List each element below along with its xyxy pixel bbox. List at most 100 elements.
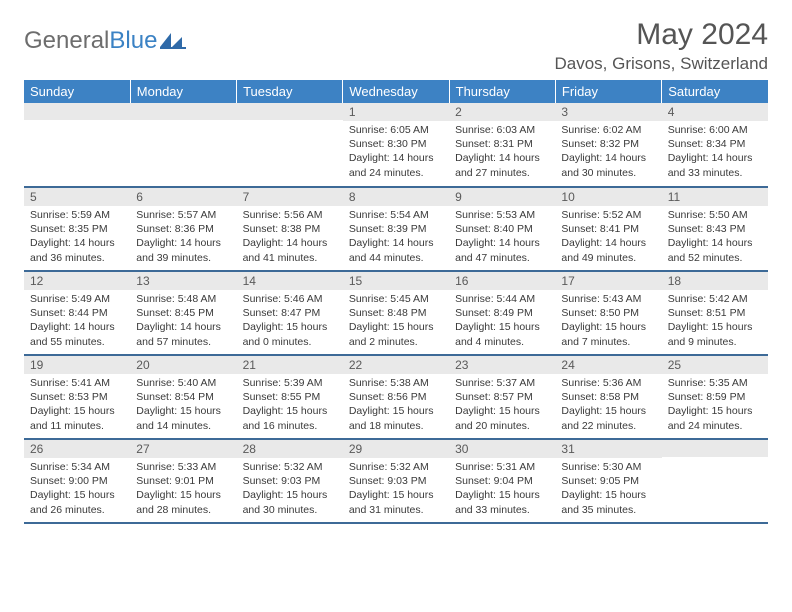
sunset-line: Sunset: 9:03 PM [349, 474, 443, 488]
day-details: Sunrise: 5:40 AMSunset: 8:54 PMDaylight:… [130, 374, 236, 437]
weekday-header: Wednesday [343, 80, 449, 103]
day-details: Sunrise: 6:03 AMSunset: 8:31 PMDaylight:… [449, 121, 555, 184]
daylight-line: Daylight: 14 hours and 55 minutes. [30, 320, 124, 348]
calendar-week: 1Sunrise: 6:05 AMSunset: 8:30 PMDaylight… [24, 103, 768, 187]
sunset-line: Sunset: 8:53 PM [30, 390, 124, 404]
calendar-day: 31Sunrise: 5:30 AMSunset: 9:05 PMDayligh… [555, 439, 661, 523]
daylight-line: Daylight: 14 hours and 39 minutes. [136, 236, 230, 264]
sunset-line: Sunset: 8:41 PM [561, 222, 655, 236]
day-number: 3 [555, 103, 661, 121]
day-details: Sunrise: 5:49 AMSunset: 8:44 PMDaylight:… [24, 290, 130, 353]
day-number: 2 [449, 103, 555, 121]
daylight-line: Daylight: 14 hours and 47 minutes. [455, 236, 549, 264]
calendar-page: GeneralBlue May 2024 Davos, Grisons, Swi… [0, 0, 792, 536]
sunrise-line: Sunrise: 6:02 AM [561, 123, 655, 137]
sunrise-line: Sunrise: 6:00 AM [668, 123, 762, 137]
sunrise-line: Sunrise: 5:44 AM [455, 292, 549, 306]
sunrise-line: Sunrise: 5:31 AM [455, 460, 549, 474]
day-number: 9 [449, 188, 555, 206]
calendar-day [662, 439, 768, 523]
sunset-line: Sunset: 9:01 PM [136, 474, 230, 488]
sunrise-line: Sunrise: 6:03 AM [455, 123, 549, 137]
daylight-line: Daylight: 15 hours and 11 minutes. [30, 404, 124, 432]
day-number: 11 [662, 188, 768, 206]
day-number: 28 [237, 440, 343, 458]
day-details: Sunrise: 5:59 AMSunset: 8:35 PMDaylight:… [24, 206, 130, 269]
day-details: Sunrise: 5:32 AMSunset: 9:03 PMDaylight:… [237, 458, 343, 521]
day-number: 4 [662, 103, 768, 121]
calendar-day: 29Sunrise: 5:32 AMSunset: 9:03 PMDayligh… [343, 439, 449, 523]
sunset-line: Sunset: 9:03 PM [243, 474, 337, 488]
calendar-day: 21Sunrise: 5:39 AMSunset: 8:55 PMDayligh… [237, 355, 343, 439]
day-number: 17 [555, 272, 661, 290]
day-details: Sunrise: 5:36 AMSunset: 8:58 PMDaylight:… [555, 374, 661, 437]
calendar-day: 13Sunrise: 5:48 AMSunset: 8:45 PMDayligh… [130, 271, 236, 355]
day-number-empty [662, 440, 768, 457]
day-number: 7 [237, 188, 343, 206]
sunset-line: Sunset: 8:30 PM [349, 137, 443, 151]
sunset-line: Sunset: 8:47 PM [243, 306, 337, 320]
calendar-day: 6Sunrise: 5:57 AMSunset: 8:36 PMDaylight… [130, 187, 236, 271]
calendar-table: SundayMondayTuesdayWednesdayThursdayFrid… [24, 80, 768, 524]
day-details: Sunrise: 5:42 AMSunset: 8:51 PMDaylight:… [662, 290, 768, 353]
day-number: 21 [237, 356, 343, 374]
calendar-day: 1Sunrise: 6:05 AMSunset: 8:30 PMDaylight… [343, 103, 449, 187]
daylight-line: Daylight: 15 hours and 18 minutes. [349, 404, 443, 432]
day-number: 24 [555, 356, 661, 374]
sunrise-line: Sunrise: 5:35 AM [668, 376, 762, 390]
daylight-line: Daylight: 15 hours and 33 minutes. [455, 488, 549, 516]
sunrise-line: Sunrise: 5:56 AM [243, 208, 337, 222]
calendar-week: 5Sunrise: 5:59 AMSunset: 8:35 PMDaylight… [24, 187, 768, 271]
sunset-line: Sunset: 8:44 PM [30, 306, 124, 320]
daylight-line: Daylight: 15 hours and 4 minutes. [455, 320, 549, 348]
weekday-header: Saturday [662, 80, 768, 103]
calendar-day: 2Sunrise: 6:03 AMSunset: 8:31 PMDaylight… [449, 103, 555, 187]
calendar-day: 25Sunrise: 5:35 AMSunset: 8:59 PMDayligh… [662, 355, 768, 439]
sunset-line: Sunset: 8:43 PM [668, 222, 762, 236]
sunset-line: Sunset: 9:04 PM [455, 474, 549, 488]
calendar-week: 26Sunrise: 5:34 AMSunset: 9:00 PMDayligh… [24, 439, 768, 523]
brand-part1: General [24, 27, 109, 55]
weekday-header: Tuesday [237, 80, 343, 103]
sail-icon [160, 28, 186, 56]
calendar-day: 18Sunrise: 5:42 AMSunset: 8:51 PMDayligh… [662, 271, 768, 355]
day-details: Sunrise: 5:41 AMSunset: 8:53 PMDaylight:… [24, 374, 130, 437]
sunset-line: Sunset: 9:05 PM [561, 474, 655, 488]
day-details: Sunrise: 5:46 AMSunset: 8:47 PMDaylight:… [237, 290, 343, 353]
day-details: Sunrise: 5:30 AMSunset: 9:05 PMDaylight:… [555, 458, 661, 521]
sunset-line: Sunset: 8:49 PM [455, 306, 549, 320]
sunset-line: Sunset: 8:58 PM [561, 390, 655, 404]
day-number: 14 [237, 272, 343, 290]
day-number: 5 [24, 188, 130, 206]
daylight-line: Daylight: 15 hours and 30 minutes. [243, 488, 337, 516]
day-number: 15 [343, 272, 449, 290]
calendar-day: 27Sunrise: 5:33 AMSunset: 9:01 PMDayligh… [130, 439, 236, 523]
weekday-header: Friday [555, 80, 661, 103]
daylight-line: Daylight: 15 hours and 22 minutes. [561, 404, 655, 432]
calendar-week: 19Sunrise: 5:41 AMSunset: 8:53 PMDayligh… [24, 355, 768, 439]
day-number: 18 [662, 272, 768, 290]
weekday-header: Thursday [449, 80, 555, 103]
day-number: 25 [662, 356, 768, 374]
day-details: Sunrise: 5:34 AMSunset: 9:00 PMDaylight:… [24, 458, 130, 521]
sunset-line: Sunset: 8:57 PM [455, 390, 549, 404]
sunset-line: Sunset: 8:50 PM [561, 306, 655, 320]
location: Davos, Grisons, Switzerland [554, 54, 768, 74]
daylight-line: Daylight: 15 hours and 2 minutes. [349, 320, 443, 348]
calendar-day: 16Sunrise: 5:44 AMSunset: 8:49 PMDayligh… [449, 271, 555, 355]
daylight-line: Daylight: 14 hours and 44 minutes. [349, 236, 443, 264]
brand-logo: GeneralBlue [24, 18, 186, 56]
calendar-day: 28Sunrise: 5:32 AMSunset: 9:03 PMDayligh… [237, 439, 343, 523]
daylight-line: Daylight: 15 hours and 24 minutes. [668, 404, 762, 432]
daylight-line: Daylight: 15 hours and 16 minutes. [243, 404, 337, 432]
day-details: Sunrise: 5:54 AMSunset: 8:39 PMDaylight:… [343, 206, 449, 269]
sunset-line: Sunset: 8:45 PM [136, 306, 230, 320]
daylight-line: Daylight: 15 hours and 7 minutes. [561, 320, 655, 348]
day-number: 20 [130, 356, 236, 374]
day-details: Sunrise: 6:02 AMSunset: 8:32 PMDaylight:… [555, 121, 661, 184]
day-details: Sunrise: 5:53 AMSunset: 8:40 PMDaylight:… [449, 206, 555, 269]
calendar-header-row: SundayMondayTuesdayWednesdayThursdayFrid… [24, 80, 768, 103]
daylight-line: Daylight: 14 hours and 30 minutes. [561, 151, 655, 179]
sunrise-line: Sunrise: 5:53 AM [455, 208, 549, 222]
sunrise-line: Sunrise: 5:32 AM [349, 460, 443, 474]
